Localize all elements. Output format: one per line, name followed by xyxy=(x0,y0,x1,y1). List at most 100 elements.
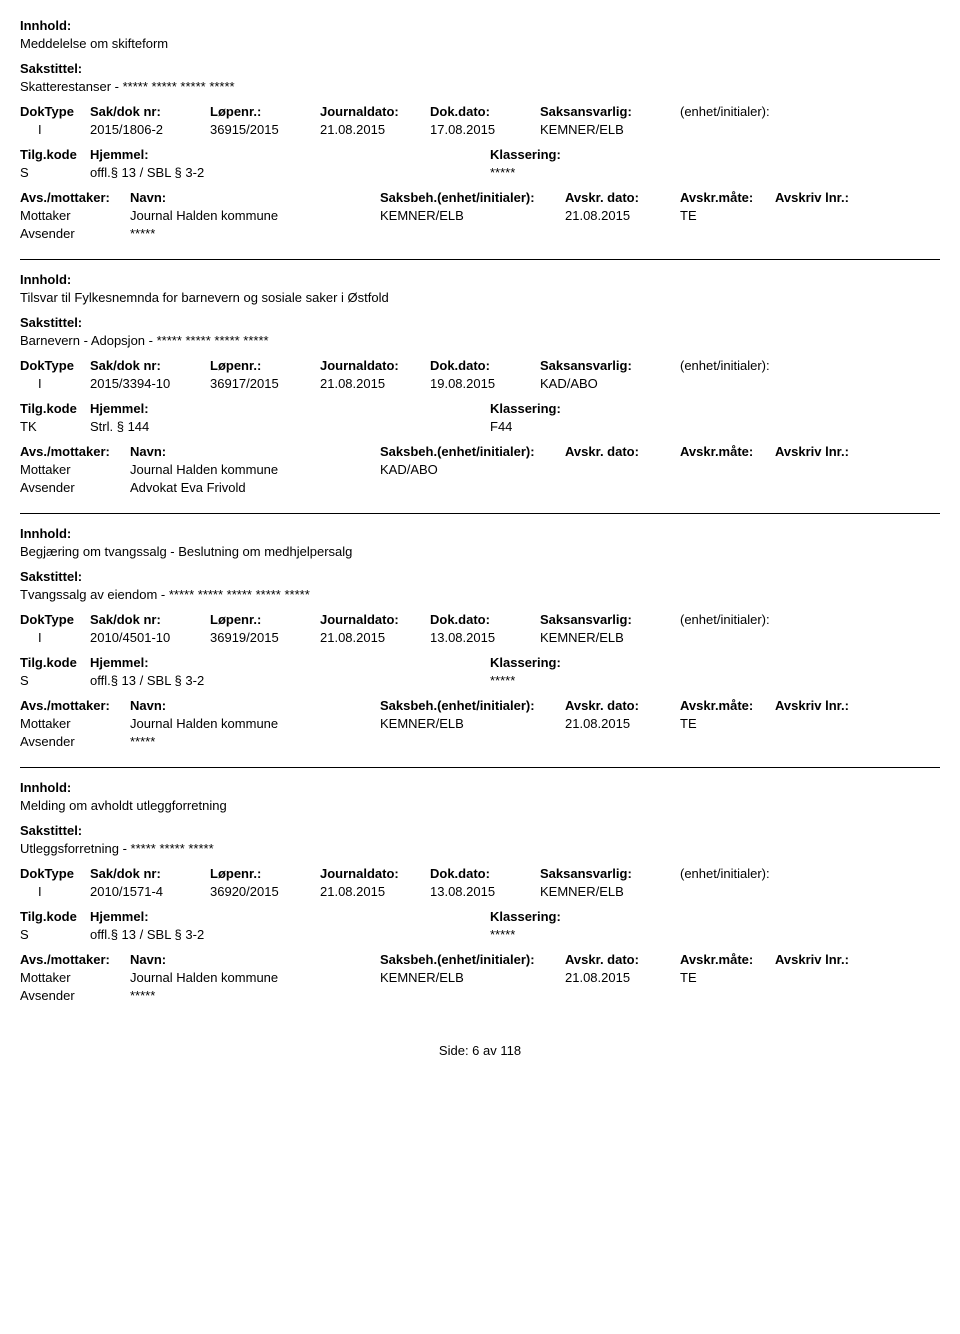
party-avskr-mate xyxy=(680,988,775,1003)
lopenr-header: Løpenr.: xyxy=(210,104,320,119)
party-saksbeh xyxy=(380,480,565,495)
sakstittel-label: Sakstittel: xyxy=(20,61,940,76)
party-avskr-dato xyxy=(565,480,680,495)
avskrmate-header: Avskr.måte: xyxy=(680,698,775,713)
party-role: Avsender xyxy=(20,226,130,241)
party-name: Journal Halden kommune xyxy=(130,970,380,985)
sakstittel-label: Sakstittel: xyxy=(20,315,940,330)
saksansvarlig-header: Saksansvarlig: xyxy=(540,358,680,373)
separator xyxy=(20,259,940,260)
sakstittel-value: Tvangssalg av eiendom - ***** ***** ****… xyxy=(20,587,940,602)
tilgkode-header: Tilg.kode xyxy=(20,655,90,670)
hjemmel-value: offl.§ 13 / SBL § 3-2 xyxy=(90,165,490,180)
doktype-value: I xyxy=(20,884,90,899)
saksansvarlig-header: Saksansvarlig: xyxy=(540,104,680,119)
navn-header: Navn: xyxy=(130,444,380,459)
party-saksbeh: KAD/ABO xyxy=(380,462,565,477)
document-container: Innhold: Meddelelse om skifteform Saksti… xyxy=(20,18,940,1058)
dokdato-header: Dok.dato: xyxy=(430,866,540,881)
navn-header: Navn: xyxy=(130,190,380,205)
avskrdato-header: Avskr. dato: xyxy=(565,952,680,967)
party-saksbeh xyxy=(380,988,565,1003)
party-avskr-mate: TE xyxy=(680,716,775,731)
navn-header: Navn: xyxy=(130,698,380,713)
enhet-value xyxy=(680,884,830,899)
separator xyxy=(20,767,940,768)
klassering-value: ***** xyxy=(490,165,515,180)
journal-entry: Innhold: Tilsvar til Fylkesnemnda for ba… xyxy=(20,272,940,495)
klassering-header: Klassering: xyxy=(490,147,561,162)
enhet-value xyxy=(680,630,830,645)
klassering-header: Klassering: xyxy=(490,655,561,670)
enhet-header: (enhet/initialer): xyxy=(680,612,830,627)
klassering-header: Klassering: xyxy=(490,909,561,924)
sakdok-header: Sak/dok nr: xyxy=(90,358,210,373)
sakdok-value: 2010/4501-10 xyxy=(90,630,210,645)
enhet-header: (enhet/initialer): xyxy=(680,358,830,373)
innhold-value: Tilsvar til Fylkesnemnda for barnevern o… xyxy=(20,290,940,305)
saksbeh-header: Saksbeh.(enhet/initialer): xyxy=(380,952,565,967)
party-avskr-dato xyxy=(565,462,680,477)
klassering-value: ***** xyxy=(490,927,515,942)
avsmottaker-header: Avs./mottaker: xyxy=(20,698,130,713)
party-saksbeh: KEMNER/ELB xyxy=(380,716,565,731)
sakstittel-label: Sakstittel: xyxy=(20,823,940,838)
doktype-header: DokType xyxy=(20,866,90,881)
klassering-value: ***** xyxy=(490,673,515,688)
party-role: Avsender xyxy=(20,734,130,749)
saksbeh-header: Saksbeh.(enhet/initialer): xyxy=(380,698,565,713)
klassering-header: Klassering: xyxy=(490,401,561,416)
innhold-label: Innhold: xyxy=(20,18,940,33)
party-name: ***** xyxy=(130,988,380,1003)
party-role: Mottaker xyxy=(20,208,130,223)
party-avskr-dato: 21.08.2015 xyxy=(565,716,680,731)
party-avskr-mate xyxy=(680,462,775,477)
page-footer: Side: 6 av 118 xyxy=(20,1043,940,1058)
sakdok-header: Sak/dok nr: xyxy=(90,866,210,881)
innhold-label: Innhold: xyxy=(20,272,940,287)
avskrdato-header: Avskr. dato: xyxy=(565,190,680,205)
avskrmate-header: Avskr.måte: xyxy=(680,952,775,967)
hjemmel-value: Strl. § 144 xyxy=(90,419,490,434)
party-avskr-dato xyxy=(565,988,680,1003)
sakdok-header: Sak/dok nr: xyxy=(90,612,210,627)
enhet-header: (enhet/initialer): xyxy=(680,866,830,881)
journaldato-value: 21.08.2015 xyxy=(320,122,430,137)
enhet-header: (enhet/initialer): xyxy=(680,104,830,119)
journaldato-header: Journaldato: xyxy=(320,612,430,627)
hjemmel-header: Hjemmel: xyxy=(90,147,490,162)
saksansvarlig-value: KEMNER/ELB xyxy=(540,884,680,899)
lopenr-header: Løpenr.: xyxy=(210,358,320,373)
avskrivlnr-header: Avskriv lnr.: xyxy=(775,444,875,459)
innhold-value: Meddelelse om skifteform xyxy=(20,36,940,51)
dokdato-header: Dok.dato: xyxy=(430,104,540,119)
dokdato-value: 17.08.2015 xyxy=(430,122,540,137)
party-avskr-dato: 21.08.2015 xyxy=(565,970,680,985)
party-saksbeh xyxy=(380,226,565,241)
party-role: Mottaker xyxy=(20,970,130,985)
sakdok-value: 2015/1806-2 xyxy=(90,122,210,137)
hjemmel-header: Hjemmel: xyxy=(90,401,490,416)
saksansvarlig-value: KAD/ABO xyxy=(540,376,680,391)
party-saksbeh: KEMNER/ELB xyxy=(380,208,565,223)
dokdato-header: Dok.dato: xyxy=(430,358,540,373)
journal-entry: Innhold: Melding om avholdt utleggforret… xyxy=(20,780,940,1003)
journal-entry: Innhold: Meddelelse om skifteform Saksti… xyxy=(20,18,940,241)
tilgkode-value: S xyxy=(20,927,90,942)
avskrdato-header: Avskr. dato: xyxy=(565,698,680,713)
innhold-value: Begjæring om tvangssalg - Beslutning om … xyxy=(20,544,940,559)
innhold-value: Melding om avholdt utleggforretning xyxy=(20,798,940,813)
sakstittel-value: Utleggsforretning - ***** ***** ***** xyxy=(20,841,940,856)
tilgkode-value: S xyxy=(20,673,90,688)
party-role: Mottaker xyxy=(20,716,130,731)
avskrivlnr-header: Avskriv lnr.: xyxy=(775,190,875,205)
journaldato-header: Journaldato: xyxy=(320,866,430,881)
party-avskr-mate: TE xyxy=(680,970,775,985)
avskrivlnr-header: Avskriv lnr.: xyxy=(775,698,875,713)
tilgkode-value: S xyxy=(20,165,90,180)
party-name: ***** xyxy=(130,734,380,749)
party-avskr-dato xyxy=(565,226,680,241)
lopenr-header: Løpenr.: xyxy=(210,612,320,627)
doktype-header: DokType xyxy=(20,104,90,119)
tilgkode-value: TK xyxy=(20,419,90,434)
